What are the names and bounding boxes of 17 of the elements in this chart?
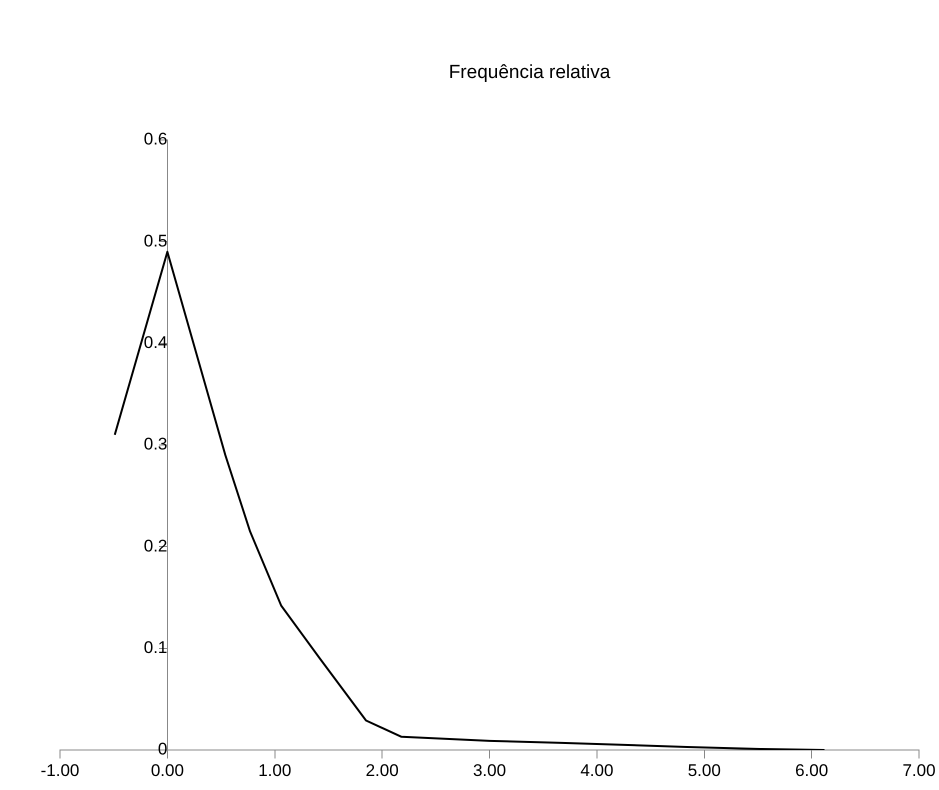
chart-title: Frequência relativa	[448, 62, 612, 84]
x-tick-label: 4.00	[580, 760, 614, 780]
y-tick-label: 0	[158, 740, 168, 759]
x-tick-label: 0.00	[150, 760, 184, 780]
y-tick-label: 0.3	[144, 434, 168, 454]
x-tick-label: 5.00	[688, 760, 721, 780]
x-tick-label: 7.00	[902, 760, 936, 780]
x-tick-label: 6.00	[795, 760, 828, 780]
x-tick-label: -1.00	[40, 760, 80, 780]
x-tick-label: 2.00	[366, 760, 399, 780]
y-tick-label: 0.6	[144, 130, 168, 149]
y-tick-label: 0.5	[144, 231, 168, 250]
y-tick-label: 0.4	[144, 333, 168, 352]
x-tick-label: 3.00	[472, 760, 506, 780]
x-tick-label: 1.00	[258, 760, 292, 780]
y-tick-label: 0.2	[144, 536, 168, 556]
y-tick-label: 0.1	[144, 638, 168, 658]
